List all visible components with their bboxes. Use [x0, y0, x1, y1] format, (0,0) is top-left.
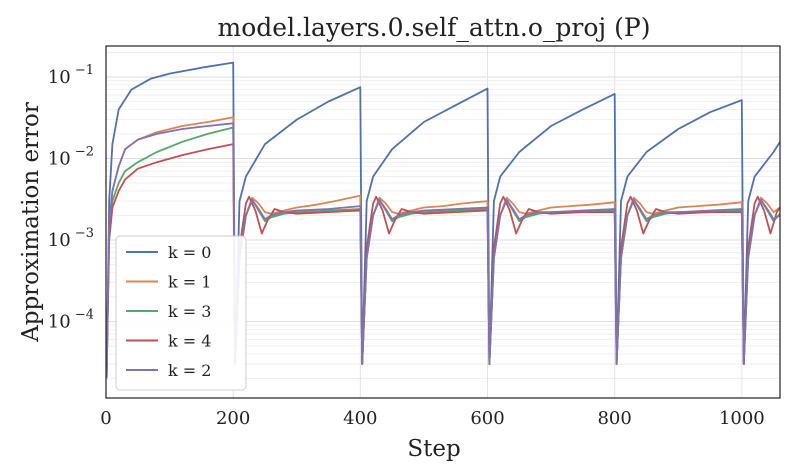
y-tick-labels: 10 −1 10 −2 10 −3 10 −4: [48, 63, 94, 332]
legend-label: k = 3: [168, 302, 211, 321]
x-tick-label: 400: [343, 408, 377, 429]
x-tick-label: 200: [216, 408, 250, 429]
legend-label: k = 0: [168, 243, 211, 262]
legend-box: [115, 235, 247, 391]
x-tick-label: 0: [100, 408, 111, 429]
y-tick-label: 10 −2: [48, 144, 94, 169]
y-tick-label: 10 −4: [48, 307, 94, 332]
x-axis-label: Step: [407, 436, 460, 462]
legend-label: k = 1: [168, 273, 211, 292]
legend-label: k = 2: [168, 361, 211, 380]
y-axis-label: Approximation error: [18, 102, 44, 343]
y-tick-label: 10 −3: [48, 226, 94, 251]
legend: k = 0 k = 1 k = 3 k = 4 k = 2: [115, 235, 247, 391]
x-tick-labels: 0 200 400 600 800 1000: [100, 408, 764, 429]
chart-title: model.layers.0.self_attn.o_proj (P): [218, 13, 651, 42]
legend-items: k = 0 k = 1 k = 3 k = 4 k = 2: [126, 243, 211, 380]
x-tick-label: 1000: [719, 408, 765, 429]
x-tick-label: 800: [597, 408, 631, 429]
legend-label: k = 4: [168, 332, 211, 351]
plot-frame: [105, 45, 781, 399]
y-tick-label: 10 −1: [48, 63, 94, 88]
x-tick-label: 600: [470, 408, 504, 429]
series-line: [105, 61, 781, 379]
